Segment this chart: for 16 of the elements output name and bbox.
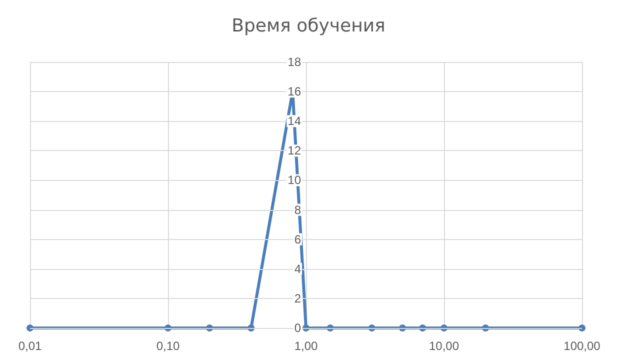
y-tick-label: 14 <box>288 114 302 128</box>
y-tick-label: 18 <box>288 55 302 69</box>
x-tick-label: 0,01 <box>18 339 42 353</box>
y-tick-label: 8 <box>294 202 302 217</box>
y-tick-label: 2 <box>294 291 302 306</box>
x-tick-label: 100,00 <box>564 339 601 353</box>
y-tick-label: 12 <box>288 144 302 158</box>
y-tick-label: 6 <box>294 232 302 246</box>
y-tick-label: 0 <box>294 321 302 335</box>
y-tick-label: 4 <box>294 262 302 276</box>
x-tick-label: 10,00 <box>428 339 460 353</box>
x-tick-label: 0,10 <box>156 339 180 353</box>
x-tick-label: 1,00 <box>294 339 318 353</box>
y-tick-label: 16 <box>288 84 302 99</box>
y-tick-label: 10 <box>288 173 302 188</box>
chart-title: Время обучения <box>232 16 386 36</box>
